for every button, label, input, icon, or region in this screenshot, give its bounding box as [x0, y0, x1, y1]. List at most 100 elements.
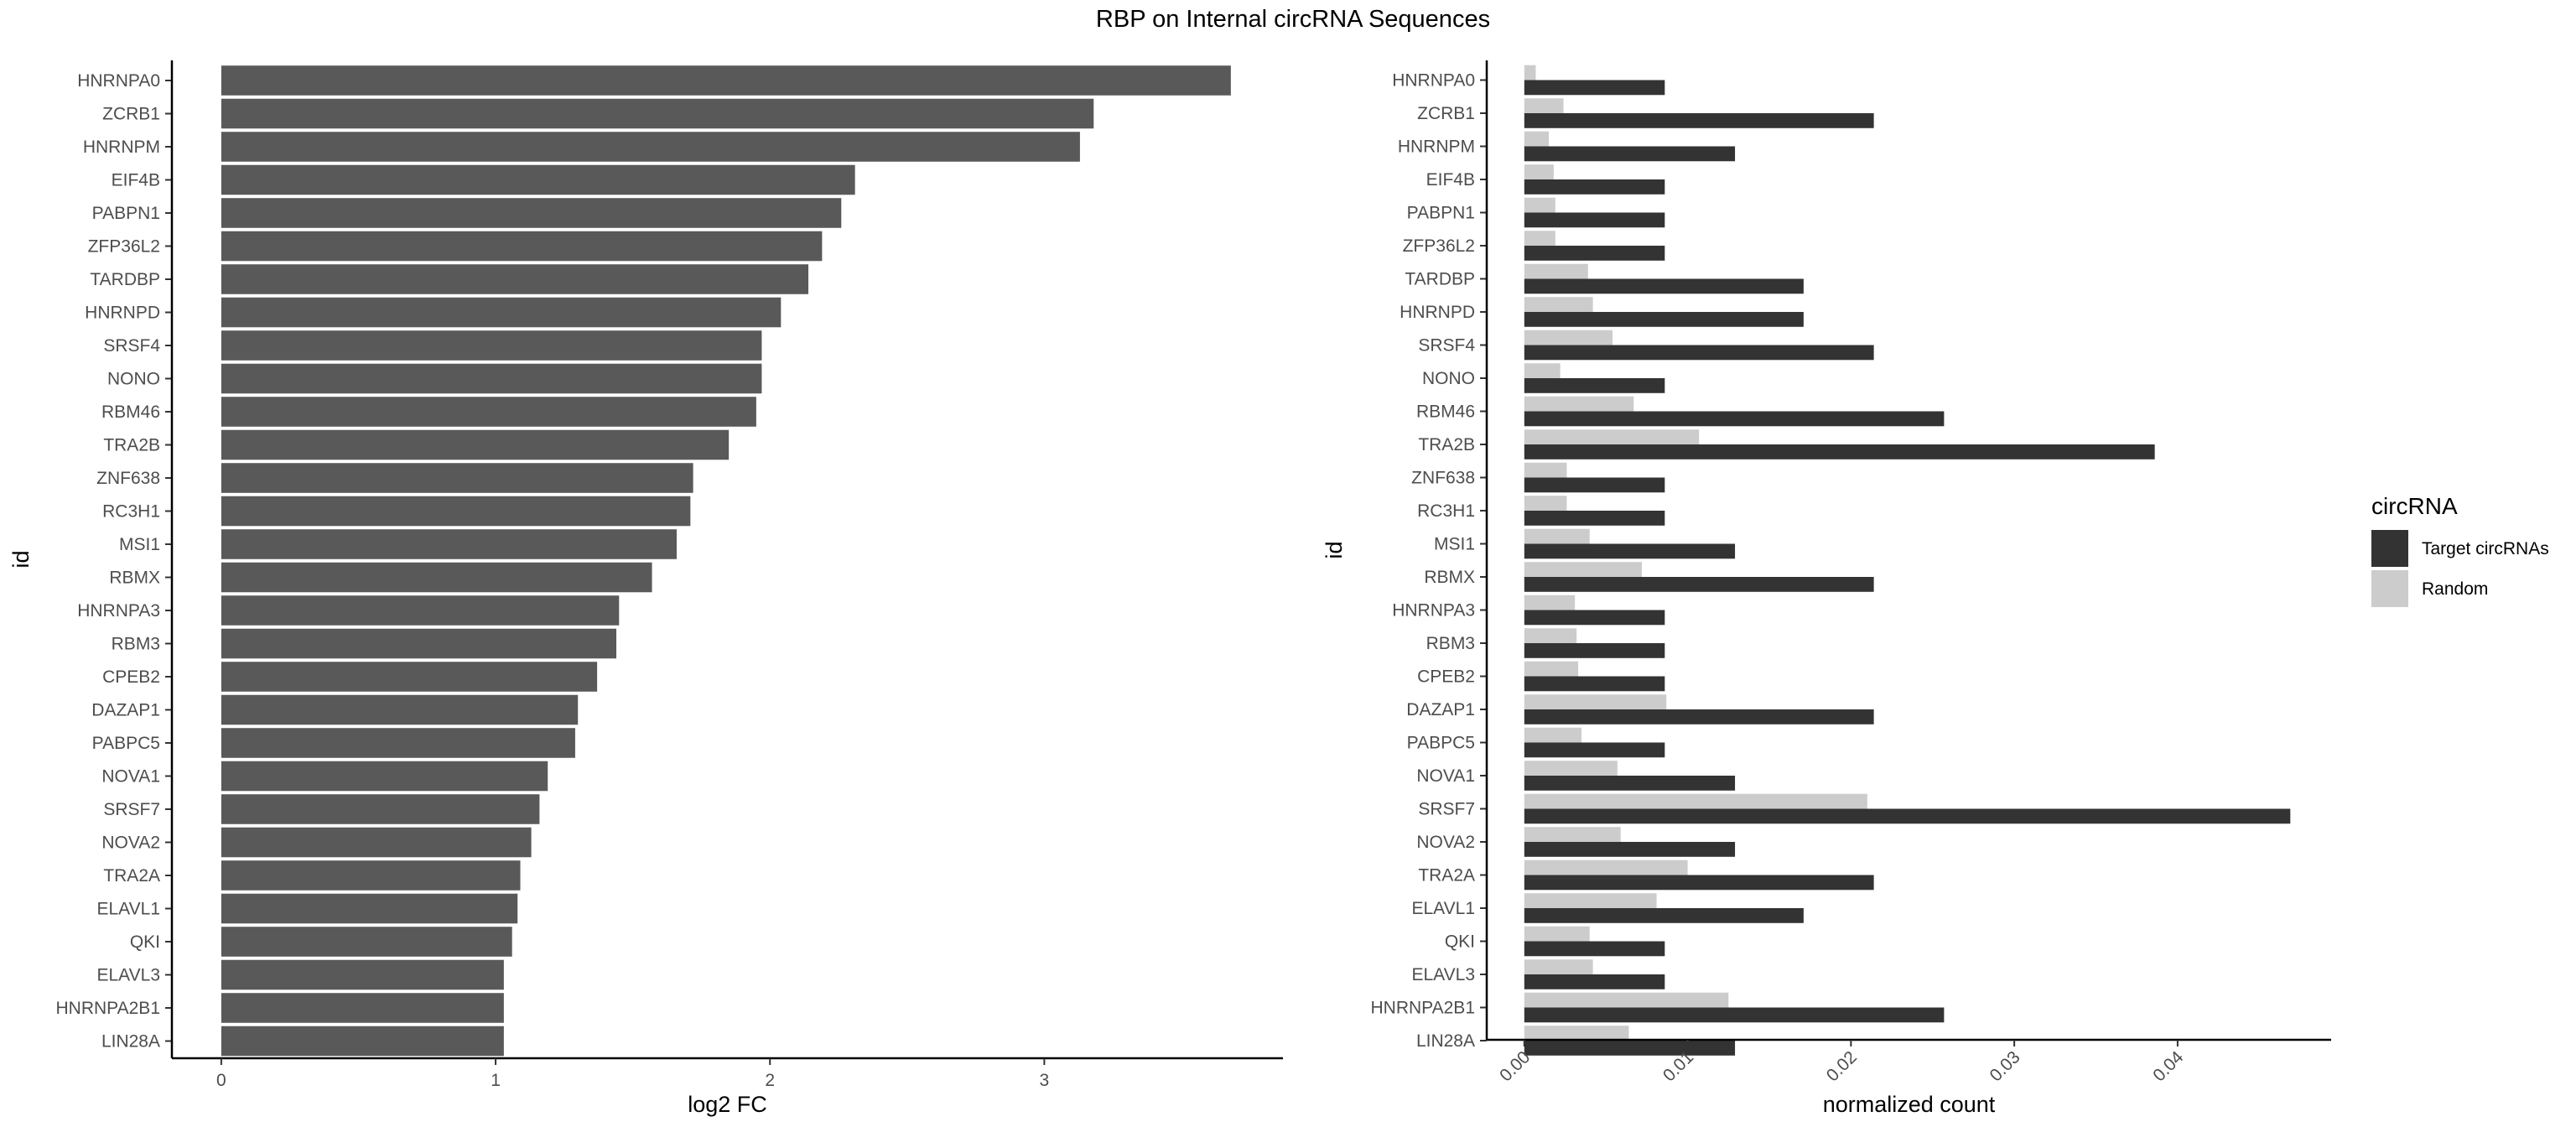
legend-label-target-circrnas: Target circRNAs [2422, 539, 2549, 558]
bar-pabpn1 [221, 198, 842, 228]
bar-target-srsf4 [1524, 345, 1874, 361]
bar-tardbp [221, 264, 809, 294]
bar-zfp36l2 [221, 231, 823, 262]
bar-dazap1 [221, 694, 579, 725]
y-tick-label-rbm3: RBM3 [1426, 634, 1475, 653]
x-axis-title: log2 FC [688, 1092, 767, 1117]
bar-random-cpeb2 [1524, 661, 1579, 677]
y-tick-label-rbmx: RBMX [109, 569, 160, 588]
y-tick-label-nova2: NOVA2 [1416, 833, 1475, 852]
bar-elavl3 [221, 959, 504, 990]
y-tick-label-zcrb1: ZCRB1 [1417, 104, 1475, 123]
bar-cpeb2 [221, 662, 598, 692]
bar-target-nova2 [1524, 842, 1736, 857]
x-tick-label: 0 [216, 1071, 226, 1090]
bar-target-qki [1524, 941, 1665, 957]
bar-target-nono [1524, 378, 1665, 393]
y-tick-label-srsf4: SRSF4 [103, 336, 160, 356]
bar-random-qki [1524, 926, 1590, 942]
x-tick-label: 1 [491, 1071, 501, 1090]
bar-target-hnrnpa2b1 [1524, 1007, 1945, 1023]
y-tick-label-znf638: ZNF638 [1411, 469, 1475, 488]
y-tick-label-pabpc5: PABPC5 [1407, 734, 1475, 753]
bar-hnrnpm [221, 132, 1080, 162]
bar-target-tardbp [1524, 278, 1804, 294]
bar-srsf4 [221, 330, 762, 361]
bar-target-dazap1 [1524, 709, 1874, 724]
bar-target-tra2a [1524, 875, 1874, 891]
bar-target-hnrnpa0 [1524, 80, 1665, 96]
y-tick-label-pabpc5: PABPC5 [92, 734, 160, 753]
y-tick-label-rc3h1: RC3H1 [102, 502, 160, 522]
bar-random-rbm3 [1524, 628, 1577, 643]
y-tick-label-znf638: ZNF638 [96, 469, 160, 488]
y-tick-label-lin28a: LIN28A [101, 1032, 160, 1052]
y-tick-label-rbmx: RBMX [1424, 568, 1475, 587]
x-tick-label: 0.02 [1823, 1047, 1861, 1085]
legend-swatch-target-circrnas [2371, 530, 2408, 567]
bar-target-tra2b [1524, 444, 2155, 460]
bar-random-hnrnpa0 [1524, 65, 1536, 80]
x-tick-label: 0.03 [1987, 1047, 2024, 1085]
y-tick-label-hnrnpd: HNRNPD [1400, 303, 1475, 322]
y-tick-label-hnrnpa2b1: HNRNPA2B1 [1371, 999, 1475, 1018]
bar-random-srsf7 [1524, 793, 1867, 809]
bar-msi1 [221, 529, 677, 559]
bar-random-tardbp [1524, 263, 1588, 279]
y-tick-label-rbm46: RBM46 [101, 402, 160, 422]
bar-rbm46 [221, 397, 756, 427]
bar-hnrnpa2b1 [221, 993, 504, 1023]
y-tick-label-rbm46: RBM46 [1416, 402, 1475, 422]
bar-random-zcrb1 [1524, 98, 1564, 113]
bar-random-rbm46 [1524, 396, 1634, 412]
y-tick-label-qki: QKI [1445, 932, 1475, 952]
y-tick-label-hnrnpm: HNRNPM [1398, 138, 1475, 157]
bar-target-pabpn1 [1524, 212, 1665, 228]
y-tick-label-rc3h1: RC3H1 [1417, 501, 1475, 521]
bar-tra2a [221, 860, 521, 891]
y-tick-label-msi1: MSI1 [1434, 535, 1475, 554]
legend: circRNA Target circRNAs Random [2371, 493, 2549, 607]
bar-random-pabpc5 [1524, 727, 1581, 743]
y-tick-label-hnrnpa3: HNRNPA3 [77, 601, 160, 621]
bar-random-hnrnpa2b1 [1524, 992, 1729, 1008]
y-tick-label-elavl1: ELAVL1 [1412, 899, 1476, 918]
bar-random-srsf4 [1524, 330, 1613, 345]
chart-title: RBP on Internal circRNA Sequences [1096, 6, 1490, 33]
y-tick-label-elavl3: ELAVL3 [97, 966, 161, 985]
y-tick-label-nova2: NOVA2 [101, 834, 160, 853]
y-tick-label-eif4b: EIF4B [1426, 170, 1475, 190]
y-tick-label-tra2b: TRA2B [1418, 435, 1475, 454]
bar-hnrnpa0 [221, 65, 1231, 96]
bar-random-tra2b [1524, 429, 1700, 444]
bar-random-hnrnpa3 [1524, 595, 1576, 610]
bar-nova1 [221, 761, 548, 792]
y-tick-label-pabpn1: PABPN1 [92, 204, 160, 223]
bar-target-elavl1 [1524, 908, 1804, 923]
y-tick-label-hnrnpd: HNRNPD [85, 304, 160, 323]
bar-nova2 [221, 827, 532, 858]
bar-random-tra2a [1524, 860, 1688, 875]
bar-random-hnrnpd [1524, 297, 1593, 312]
y-tick-label-pabpn1: PABPN1 [1407, 204, 1475, 223]
bar-target-rbmx [1524, 577, 1874, 592]
y-tick-label-hnrnpa2b1: HNRNPA2B1 [56, 999, 160, 1018]
y-axis-title: id [1322, 541, 1347, 558]
y-tick-label-zfp36l2: ZFP36L2 [1403, 236, 1475, 256]
bar-lin28a [221, 1026, 504, 1057]
y-tick-label-hnrnpa0: HNRNPA0 [1392, 71, 1475, 91]
bar-target-srsf7 [1524, 808, 2291, 824]
y-tick-label-qki: QKI [130, 932, 160, 952]
bar-random-eif4b [1524, 164, 1554, 179]
bar-pabpc5 [221, 728, 575, 758]
y-tick-label-hnrnpm: HNRNPM [83, 138, 160, 157]
bar-rbm3 [221, 628, 616, 659]
y-tick-label-elavl1: ELAVL1 [97, 900, 161, 919]
y-tick-label-tardbp: TARDBP [1405, 270, 1475, 289]
y-tick-label-hnrnpa3: HNRNPA3 [1392, 601, 1475, 621]
bar-target-hnrnpa3 [1524, 610, 1665, 626]
bar-target-rc3h1 [1524, 511, 1665, 526]
x-tick-label: 3 [1040, 1071, 1050, 1090]
x-tick-label: 2 [765, 1071, 775, 1090]
bar-znf638 [221, 463, 693, 493]
